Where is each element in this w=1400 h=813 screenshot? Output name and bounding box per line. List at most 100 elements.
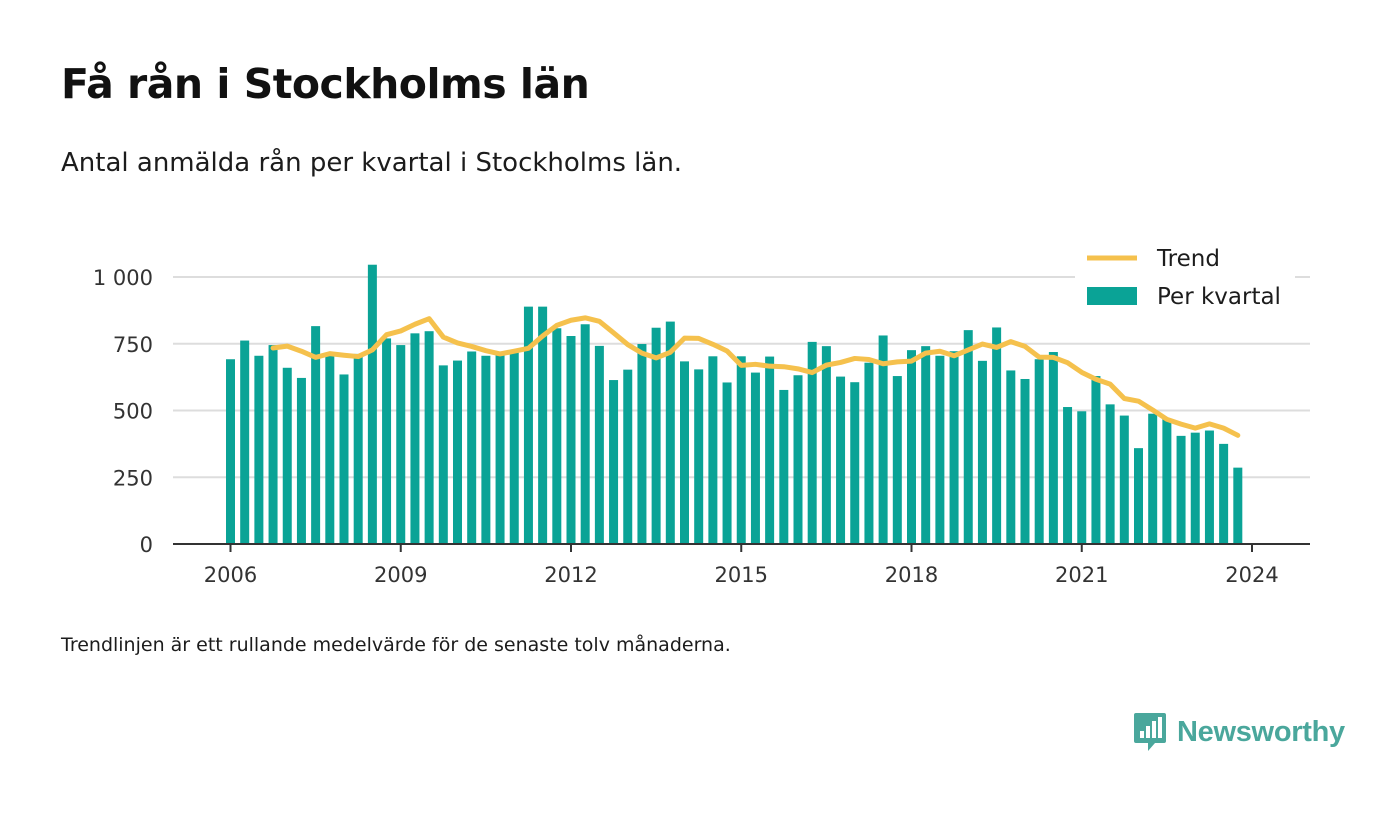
footnote: Trendlinjen är ett rullande medelvärde f… <box>61 634 731 656</box>
bar <box>1077 411 1087 544</box>
bar-chart: 0 250 500 750 1 000 2006 2009 2012 2015 2018 2021… <box>92 238 1310 587</box>
bar <box>1091 376 1101 544</box>
x-tick-label: 2012 <box>544 563 597 587</box>
bar <box>651 327 661 544</box>
y-tick-label: 1 000 <box>93 266 153 290</box>
bar <box>907 350 916 544</box>
bar <box>353 353 363 544</box>
bar <box>282 367 292 544</box>
trend-line <box>270 315 1241 438</box>
bar <box>339 374 349 544</box>
legend-per-kvartal-label: Per kvartal <box>1157 284 1281 310</box>
bar <box>850 382 860 544</box>
y-axis-tick-labels: 0 250 500 750 1 000 <box>93 266 153 557</box>
newsworthy-logo-icon <box>1134 713 1166 751</box>
bar <box>396 345 406 544</box>
y-tick-label: 0 <box>140 533 153 557</box>
x-tick-label: 2018 <box>885 563 938 587</box>
bar <box>495 354 505 544</box>
bar <box>1134 448 1143 544</box>
x-tick-label: 2009 <box>374 563 427 587</box>
bar <box>623 369 633 544</box>
bar <box>821 346 831 544</box>
chart-title: Få rån i Stockholms län <box>61 60 590 108</box>
bar <box>438 365 448 544</box>
bar <box>538 306 548 544</box>
bar <box>665 321 675 544</box>
bar <box>1034 359 1044 544</box>
bar <box>977 360 987 544</box>
bar <box>1020 378 1030 544</box>
bar <box>1048 352 1058 544</box>
bar <box>680 361 689 544</box>
bar <box>963 330 973 544</box>
bar <box>453 360 462 544</box>
bar <box>552 328 562 544</box>
bar <box>892 376 902 544</box>
x-axis-ticks: 2006 2009 2012 2015 2018 2021 2024 <box>204 544 1279 587</box>
legend: Trend Per kvartal <box>1075 238 1295 318</box>
bar <box>424 331 434 544</box>
bar <box>226 359 235 544</box>
bar <box>1063 407 1073 544</box>
legend-trend-label: Trend <box>1156 246 1220 272</box>
bar <box>637 344 647 544</box>
brand-name: Newsworthy <box>1177 715 1345 748</box>
brand-logo: Newsworthy <box>1133 712 1345 752</box>
bar <box>1219 443 1229 544</box>
bar <box>296 377 306 544</box>
bar <box>694 369 704 544</box>
chart-subtitle: Antal anmälda rån per kvartal i Stockhol… <box>61 148 683 178</box>
bar <box>311 326 321 544</box>
bar <box>609 380 619 544</box>
bar <box>878 335 888 544</box>
bar <box>921 346 931 544</box>
x-tick-label: 2024 <box>1225 563 1278 587</box>
bar <box>1148 413 1158 544</box>
bar <box>481 355 491 544</box>
bar-series-per-kvartal <box>226 264 1243 544</box>
x-tick-label: 2006 <box>204 563 257 587</box>
bar <box>708 356 718 544</box>
bar <box>268 345 278 544</box>
bar <box>240 340 250 544</box>
bar <box>523 306 533 544</box>
y-tick-label: 750 <box>113 333 153 357</box>
y-tick-label: 250 <box>113 466 153 490</box>
bar <box>410 333 420 544</box>
bar <box>594 345 604 544</box>
bar <box>382 338 392 544</box>
bar <box>1006 370 1016 544</box>
bar <box>779 389 789 544</box>
bar <box>1190 432 1200 544</box>
bar <box>367 264 377 544</box>
x-tick-label: 2015 <box>715 563 768 587</box>
y-tick-label: 500 <box>113 400 153 424</box>
bar <box>566 336 576 544</box>
bar <box>793 375 803 544</box>
bar <box>580 324 590 544</box>
bar <box>467 351 477 544</box>
bar <box>325 355 335 544</box>
bar <box>722 382 732 544</box>
bar <box>935 355 945 544</box>
bar <box>864 362 874 544</box>
bar <box>992 327 1002 544</box>
bar <box>1176 435 1186 544</box>
bar <box>509 351 519 544</box>
trend-line-series <box>270 315 1241 438</box>
bar <box>807 341 817 544</box>
bar <box>1119 415 1129 544</box>
bar <box>1204 430 1214 544</box>
bar <box>1162 418 1172 544</box>
bar <box>254 355 264 544</box>
bar <box>1105 404 1115 544</box>
bar <box>836 376 846 544</box>
bar <box>750 372 760 544</box>
bar <box>949 351 959 544</box>
bar <box>1233 467 1243 544</box>
x-tick-label: 2021 <box>1055 563 1108 587</box>
bar <box>736 356 746 544</box>
bar <box>765 356 775 544</box>
legend-per-kvartal-swatch <box>1087 287 1137 305</box>
